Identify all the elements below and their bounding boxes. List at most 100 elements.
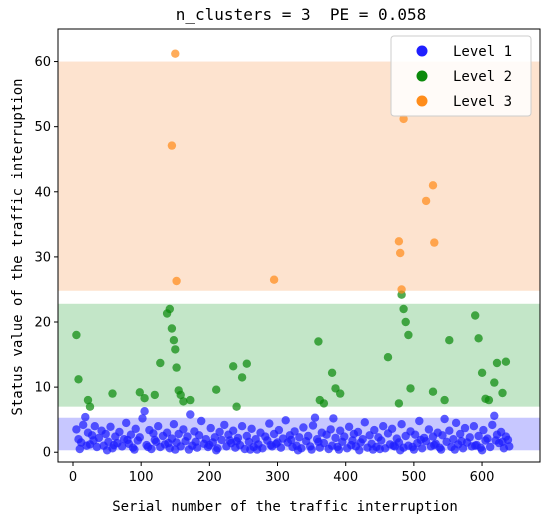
point-level-1 [327, 441, 337, 450]
point-level-1 [72, 425, 81, 434]
point-level-2 [394, 399, 404, 408]
point-level-1 [326, 425, 335, 434]
point-level-2 [150, 390, 159, 400]
y-tick-label: 30 [34, 250, 51, 265]
point-level-2 [212, 385, 221, 394]
point-level-2 [171, 345, 180, 354]
point-level-2 [401, 317, 410, 327]
data-points [72, 49, 514, 455]
point-level-2 [232, 402, 241, 411]
y-tick-label: 0 [43, 446, 51, 461]
point-level-1 [424, 425, 434, 434]
point-level-1 [375, 444, 384, 454]
point-level-1 [183, 432, 192, 441]
point-level-2 [492, 358, 502, 368]
point-level-1 [117, 442, 127, 451]
point-level-1 [353, 427, 363, 437]
point-level-2 [327, 368, 337, 377]
point-level-1 [171, 445, 180, 454]
point-level-1 [310, 413, 320, 422]
x-tick-label: 100 [129, 470, 154, 485]
point-level-1 [336, 426, 345, 435]
point-level-2 [471, 311, 480, 320]
x-axis-ticks: 0 100 200 300 400 500 600 [69, 462, 495, 485]
point-level-1 [205, 440, 214, 450]
y-tick-label: 50 [34, 120, 51, 135]
x-tick-label: 0 [69, 470, 77, 485]
x-tick-label: 600 [470, 470, 495, 485]
legend-marker [416, 45, 428, 57]
point-level-1 [348, 436, 357, 445]
point-level-1 [149, 429, 158, 438]
point-level-2 [399, 304, 408, 314]
point-level-1 [287, 435, 296, 445]
point-level-1 [150, 435, 159, 445]
point-level-2 [165, 304, 174, 314]
point-level-1 [368, 445, 378, 454]
point-level-2 [383, 353, 393, 362]
point-level-1 [274, 425, 284, 435]
point-level-3 [269, 275, 279, 284]
point-level-1 [109, 440, 119, 450]
y-tick-label: 20 [34, 316, 51, 331]
point-level-1 [416, 435, 425, 445]
point-level-1 [307, 445, 316, 454]
point-level-1 [131, 424, 140, 433]
point-level-1 [130, 445, 139, 454]
point-level-1 [465, 433, 474, 442]
point-level-1 [344, 422, 354, 431]
point-level-1 [415, 416, 424, 426]
point-level-1 [387, 424, 397, 433]
point-level-3 [430, 238, 439, 247]
x-tick-label: 300 [265, 470, 290, 485]
point-level-1 [457, 437, 466, 446]
point-level-1 [355, 446, 364, 455]
point-level-1 [206, 423, 215, 433]
point-level-1 [164, 438, 173, 448]
point-level-2 [169, 336, 179, 345]
point-level-1 [334, 445, 344, 454]
point-level-1 [295, 433, 304, 442]
point-level-1 [360, 418, 369, 427]
point-level-2 [135, 388, 144, 397]
point-level-1 [491, 436, 500, 445]
point-level-1 [440, 414, 449, 424]
point-level-1 [154, 422, 163, 431]
point-level-2 [172, 363, 181, 372]
point-level-3 [396, 248, 405, 258]
point-level-2 [176, 390, 185, 400]
point-level-1 [358, 435, 367, 444]
legend: Level 1 Level 2 Level 3 [390, 35, 532, 117]
point-level-1 [115, 427, 124, 437]
point-level-1 [122, 418, 131, 428]
point-level-1 [451, 418, 461, 428]
point-level-1 [486, 442, 495, 452]
point-level-1 [90, 422, 100, 431]
point-level-1 [246, 445, 255, 454]
legend-label: Level 1 [453, 44, 512, 60]
point-level-1 [143, 442, 153, 452]
point-level-2 [404, 330, 413, 340]
point-level-1 [252, 445, 262, 454]
point-level-2 [179, 397, 188, 406]
plot-frame [57, 28, 541, 463]
point-level-1 [101, 429, 110, 439]
point-level-1 [304, 431, 313, 441]
point-level-2 [445, 336, 454, 345]
point-level-1 [417, 444, 427, 453]
point-level-2 [156, 358, 165, 368]
point-level-1 [450, 445, 459, 454]
point-level-1 [138, 414, 147, 423]
point-level-1 [106, 422, 115, 431]
point-level-2 [474, 334, 483, 343]
y-tick-label: 60 [34, 55, 51, 70]
point-level-1 [290, 427, 299, 436]
point-level-3 [428, 181, 438, 190]
point-level-1 [232, 437, 241, 446]
point-level-1 [490, 411, 499, 420]
point-level-1 [379, 422, 388, 431]
point-level-2 [186, 395, 195, 405]
point-level-1 [479, 425, 488, 435]
point-level-1 [460, 423, 470, 433]
x-axis-label: Serial number of the traffic interruptio… [112, 499, 458, 515]
